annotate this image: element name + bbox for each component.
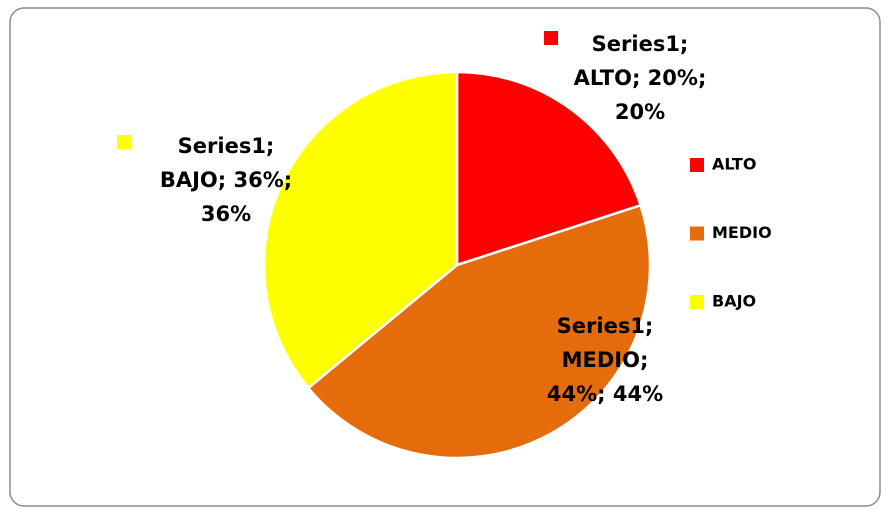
legend-key — [690, 158, 704, 172]
data-label-line: 20% — [615, 100, 665, 124]
data-label: Series1; MEDIO; 44%; 44% — [547, 314, 663, 406]
data-label-line: Series1; — [557, 314, 654, 338]
data-label-line: Series1; — [178, 134, 275, 158]
data-label-line: Series1; — [592, 32, 689, 56]
legend-label: ALTO — [712, 155, 756, 174]
data-label-line: BAJO; 36%; — [160, 168, 292, 192]
legend-key — [690, 226, 704, 241]
data-label-line: ALTO; 20%; — [574, 66, 707, 90]
data-label: Series1; ALTO; 20%; 20% — [574, 32, 707, 124]
pie-slice — [306, 203, 652, 460]
data-label-line: 36% — [201, 202, 251, 226]
data-label-line: 44%; 44% — [547, 382, 663, 406]
data-label-line: MEDIO; — [562, 348, 649, 372]
legend-label: MEDIO — [712, 223, 772, 242]
pie-slice — [455, 70, 643, 267]
label-key — [117, 135, 131, 149]
data-label: Series1; BAJO; 36%; 36% — [160, 134, 292, 226]
legend-key — [690, 295, 704, 309]
pie-slice — [262, 70, 459, 390]
legend-label: BAJO — [712, 292, 756, 311]
label-key — [544, 31, 558, 45]
